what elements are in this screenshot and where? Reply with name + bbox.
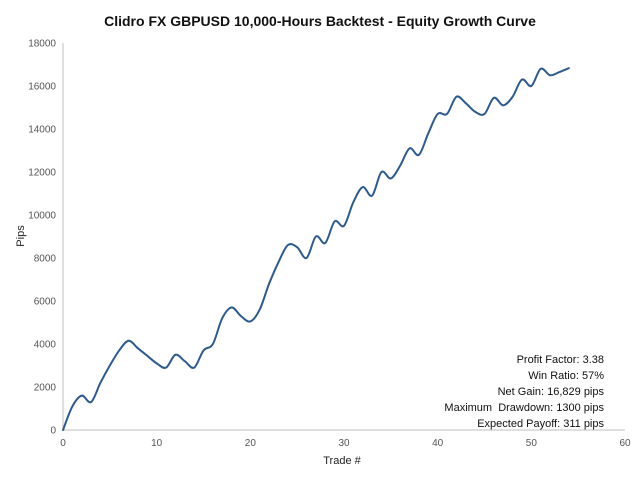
equity-data-point	[165, 367, 167, 369]
x-tick-label: 60	[619, 438, 631, 449]
axes	[62, 43, 625, 431]
x-axis-label: Trade #	[323, 455, 361, 467]
equity-data-point	[277, 261, 280, 263]
equity-data-point	[81, 395, 83, 397]
equity-data-point	[62, 429, 64, 431]
y-tick-label: 6000	[34, 297, 57, 308]
equity-data-point	[174, 354, 176, 356]
equity-data-point	[156, 362, 158, 364]
equity-data-point	[465, 102, 467, 104]
equity-data-point	[362, 186, 364, 188]
equity-data-point	[127, 340, 130, 342]
equity-data-point	[334, 220, 336, 223]
y-tick-label: 2000	[34, 383, 57, 394]
equity-data-point	[99, 382, 102, 384]
equity-data-point	[90, 401, 92, 403]
y-tick-labels: 0 2000 4000 6000 8000 10000 12000 14000 16000 180…	[28, 39, 56, 437]
x-tick-labels: 0 10 20 30 40 50 60	[60, 438, 631, 449]
equity-data-point	[249, 320, 251, 323]
y-tick-label: 16000	[28, 82, 56, 93]
equity-data-point	[408, 147, 411, 149]
equity-data-point	[259, 309, 261, 311]
equity-data-points	[62, 67, 570, 431]
y-tick-label: 12000	[28, 168, 56, 179]
stat-expected-payoff: Expected Payoff: 311 pips	[477, 418, 604, 430]
stat-net-gain: Net Gain: 16,829 pips	[498, 386, 605, 398]
equity-data-point	[137, 347, 139, 349]
equity-data-point	[493, 97, 495, 99]
equity-data-point	[549, 74, 551, 76]
equity-data-point	[109, 364, 111, 367]
equity-data-point	[268, 283, 270, 285]
x-tick-label: 30	[338, 438, 350, 449]
equity-data-point	[455, 96, 457, 98]
equity-data-point	[540, 68, 542, 70]
stats-box: Profit Factor: 3.38 Win Ratio: 57% Net G…	[444, 354, 604, 430]
equity-data-point	[380, 171, 383, 173]
equity-data-point	[184, 360, 186, 362]
stat-profit-factor: Profit Factor: 3.38	[517, 354, 604, 366]
equity-data-point	[118, 349, 120, 352]
equity-data-point	[568, 67, 570, 69]
equity-data-point	[287, 244, 289, 246]
equity-data-point	[352, 201, 354, 203]
equity-data-point	[511, 96, 514, 98]
equity-data-point	[483, 113, 486, 115]
equity-curve-line	[62, 67, 570, 431]
equity-data-point	[399, 164, 401, 167]
y-tick-label: 10000	[28, 211, 56, 222]
equity-data-point	[437, 113, 439, 115]
x-tick-label: 50	[526, 438, 538, 449]
x-tick-label: 20	[245, 438, 257, 449]
y-tick-label: 4000	[34, 340, 57, 351]
equity-data-point	[231, 306, 233, 309]
equity-data-point	[343, 225, 345, 227]
x-tick-label: 40	[432, 438, 444, 449]
equity-data-point	[212, 343, 214, 345]
equity-data-point	[146, 355, 148, 357]
equity-data-point	[558, 71, 561, 73]
x-tick-label: 0	[60, 438, 66, 449]
stat-win-ratio: Win Ratio: 57%	[528, 370, 604, 382]
y-tick-label: 0	[50, 426, 56, 437]
equity-data-point	[521, 78, 523, 81]
equity-data-point	[240, 315, 242, 317]
equity-data-point	[474, 111, 476, 113]
y-tick-label: 14000	[28, 125, 56, 136]
y-axis-label: Pips	[15, 225, 27, 247]
equity-data-point	[296, 246, 298, 248]
equity-data-point	[530, 85, 532, 87]
equity-data-point	[427, 132, 429, 134]
equity-data-point	[71, 405, 73, 407]
equity-data-point	[193, 367, 195, 369]
equity-data-point	[324, 242, 326, 244]
y-tick-label: 8000	[34, 254, 57, 265]
x-tick-label: 10	[151, 438, 163, 449]
stat-max-drawdown: Maximum Drawdown: 1300 pips	[444, 402, 604, 414]
equity-data-point	[446, 113, 448, 115]
equity-data-point	[202, 349, 205, 352]
equity-data-point	[305, 257, 308, 259]
equity-data-point	[371, 195, 373, 197]
equity-data-point	[418, 154, 420, 156]
chart-title: Clidro FX GBPUSD 10,000-Hours Backtest -…	[104, 13, 536, 29]
equity-data-point	[390, 177, 392, 180]
y-tick-label: 18000	[28, 39, 56, 50]
equity-data-point	[502, 104, 504, 106]
equity-data-point	[221, 317, 223, 319]
equity-data-point	[315, 235, 317, 238]
